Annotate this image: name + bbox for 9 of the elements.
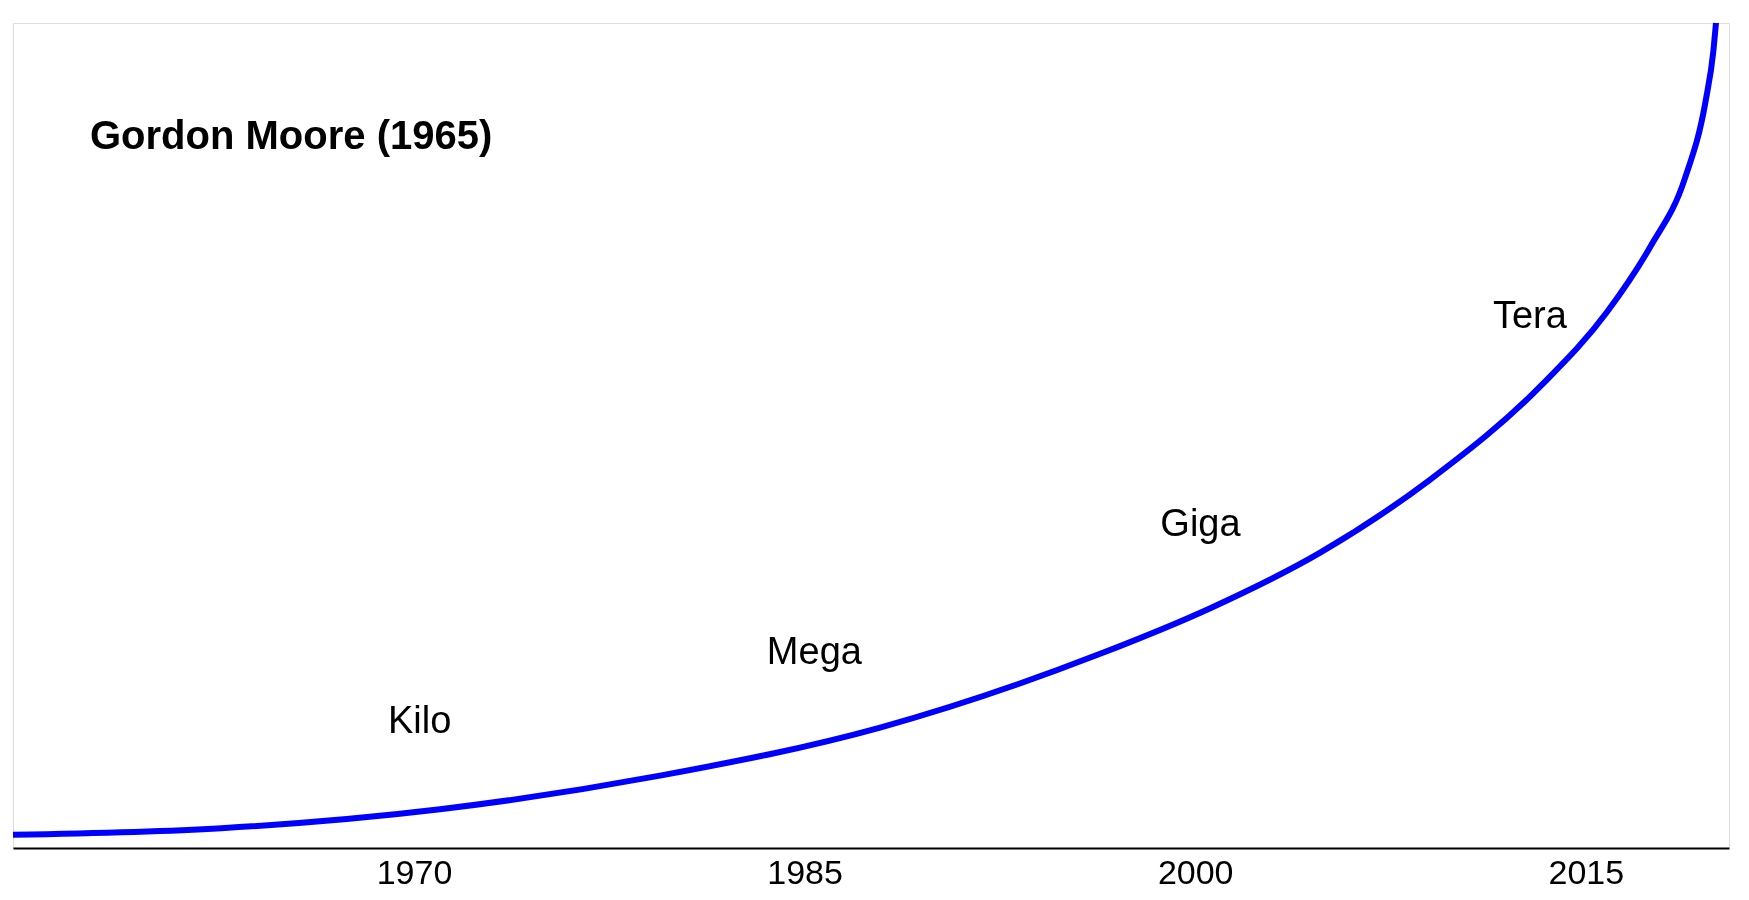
annotation: Tera	[1492, 293, 1568, 336]
annotation: Mega	[766, 630, 863, 673]
annotation: Giga	[1160, 501, 1242, 544]
x-tick-label: 1970	[376, 852, 453, 891]
text: Gordon Moore (1965)	[90, 113, 493, 157]
x-tick-label: 2000	[1157, 852, 1234, 891]
x-tick-label: 1985	[767, 852, 843, 891]
annotation: Kilo	[388, 698, 452, 741]
x-tick-label: 2015	[1548, 852, 1625, 891]
